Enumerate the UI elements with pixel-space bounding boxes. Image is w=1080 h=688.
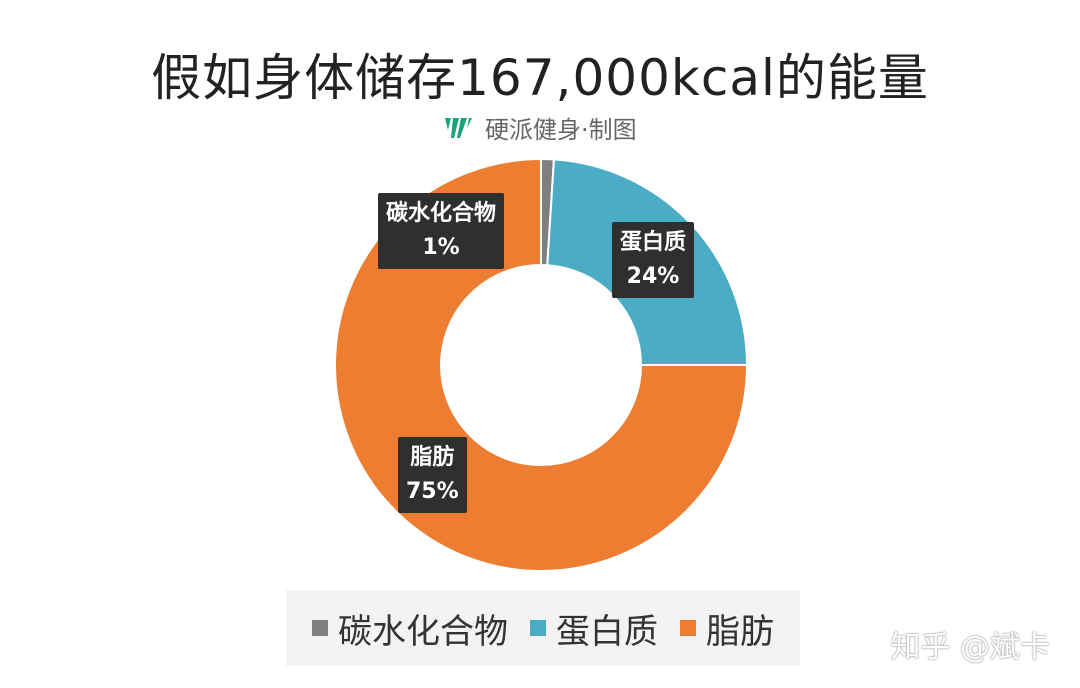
legend-item-protein: 蛋白质	[530, 604, 658, 653]
footer-watermark: 知乎 @斌卡	[890, 630, 1050, 665]
data-label-protein: 蛋白质 24%	[612, 222, 695, 298]
brand-suffix: ·制图	[581, 116, 637, 144]
data-label-value: 75%	[406, 479, 459, 504]
legend-swatch	[530, 620, 546, 636]
data-label-value: 24%	[626, 264, 680, 289]
data-label-fat: 脂肪 75%	[398, 437, 467, 513]
chart-title: 假如身体储存167,000kcal的能量	[151, 49, 929, 107]
brand-logo-icon	[445, 117, 473, 138]
data-label-name: 脂肪	[410, 445, 455, 470]
data-label-name: 蛋白质	[620, 230, 687, 255]
data-label-carbohydrate: 碳水化合物 1%	[378, 193, 505, 269]
data-label-name: 碳水化合物	[386, 201, 497, 226]
legend-item-carbohydrate: 碳水化合物	[312, 604, 508, 653]
legend-swatch	[680, 620, 696, 636]
brand-credit: 硬派健身·制图	[0, 110, 1080, 145]
brand-name: 硬派健身	[485, 116, 581, 144]
legend: 碳水化合物 蛋白质 脂肪	[286, 590, 800, 666]
legend-label: 脂肪	[706, 611, 774, 652]
legend-swatch	[312, 620, 328, 636]
legend-item-fat: 脂肪	[680, 604, 774, 653]
data-label-value: 1%	[422, 235, 460, 260]
legend-label: 蛋白质	[556, 611, 658, 652]
legend-label: 碳水化合物	[338, 611, 508, 652]
